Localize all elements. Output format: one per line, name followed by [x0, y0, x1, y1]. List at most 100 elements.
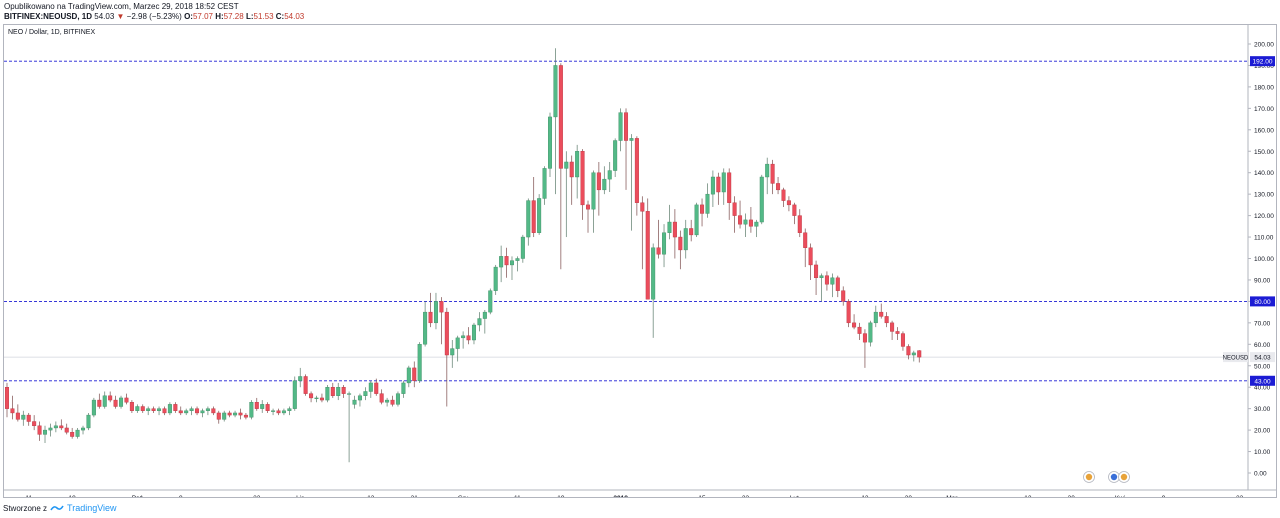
x-tick-label: 11: [514, 495, 521, 497]
candle-body: [705, 193, 710, 214]
candle-body: [634, 138, 639, 203]
candle-body: [917, 350, 922, 358]
candle-body: [694, 204, 699, 236]
close-label: C:: [275, 12, 285, 21]
candle-body: [395, 393, 400, 405]
candle-body: [640, 202, 645, 212]
candle-body: [341, 387, 346, 394]
x-tick-label: 19: [557, 495, 565, 497]
price-chart[interactable]: 0.00 10.00 20.00 30.00 40.00 50.00 60.00 70.00 8…: [4, 25, 1276, 497]
candle-body: [417, 344, 422, 381]
candle-body: [243, 414, 248, 418]
candle-body: [292, 380, 297, 409]
candle-body: [911, 352, 916, 356]
candle-body: [765, 163, 770, 178]
candle-body: [124, 397, 129, 403]
candle-body: [276, 410, 281, 414]
y-tick-label: 20.00: [1254, 428, 1271, 435]
candle-body: [721, 172, 726, 193]
candle-body: [249, 402, 254, 418]
candle-body: [613, 140, 618, 171]
candle-body: [390, 399, 395, 405]
candle-body: [15, 412, 20, 420]
candle-body: [129, 402, 134, 411]
x-tick-label: 9: [179, 495, 183, 497]
candle-body: [835, 277, 840, 291]
candle-body: [444, 311, 449, 356]
candle-body: [195, 408, 200, 414]
x-tick-label: 23: [1236, 495, 1244, 497]
candle-body: [287, 408, 292, 411]
candle-body: [776, 183, 781, 191]
change-arrow-icon: ▼: [116, 12, 125, 21]
candle-body: [852, 322, 857, 328]
chart-frame: [3, 24, 1277, 498]
candle-body: [520, 236, 525, 259]
candle-body: [401, 382, 406, 394]
candle-body: [406, 367, 411, 384]
candle-body: [526, 200, 531, 238]
candle-body: [792, 204, 797, 216]
candle-body: [493, 266, 498, 291]
y-tick-label: 180.00: [1254, 84, 1274, 91]
candle-body: [32, 421, 37, 427]
candle-body: [146, 408, 151, 411]
close-value: 54.03: [284, 12, 305, 21]
candle-body: [651, 247, 656, 300]
high-value: 57.28: [223, 12, 244, 21]
candle-body: [700, 204, 705, 214]
x-tick-label: 19: [69, 495, 77, 497]
high-label: H:: [215, 12, 224, 21]
candle-body: [108, 395, 113, 401]
candle-body: [314, 397, 319, 399]
candle-body: [558, 65, 563, 169]
y-tick-label: 50.00: [1254, 363, 1271, 370]
x-tick-label: 23: [742, 495, 750, 497]
candle-body: [824, 275, 829, 285]
candle-body: [455, 337, 460, 349]
candle-body: [222, 412, 227, 420]
tradingview-brand[interactable]: TradingView: [67, 503, 117, 513]
tradingview-logo-icon: [50, 505, 64, 511]
candle-body: [509, 260, 514, 266]
candle-body: [743, 219, 748, 225]
candle-body: [846, 301, 851, 324]
candle-body: [59, 425, 64, 429]
candle-body: [184, 410, 189, 414]
event-flag-dot-icon: [1085, 473, 1093, 481]
candle-body: [586, 204, 591, 210]
candle-body: [428, 311, 433, 324]
candle-body: [450, 348, 455, 356]
candle-body: [488, 290, 493, 313]
candle-body: [895, 331, 900, 334]
candle-body: [716, 176, 721, 193]
candle-body: [727, 172, 732, 203]
x-tick-label: Gru: [458, 495, 469, 497]
candle-body: [624, 112, 629, 141]
candle-body: [325, 387, 330, 401]
level-label-box: [1250, 56, 1275, 67]
candle-body: [748, 219, 753, 227]
y-tick-label: 160.00: [1254, 127, 1274, 134]
candle-body: [162, 408, 167, 414]
candle-body: [819, 275, 824, 279]
candle-body: [629, 138, 634, 141]
x-tick-label: Lut: [790, 495, 799, 497]
candle-body: [385, 399, 390, 403]
candle-body: [265, 404, 270, 411]
candle-body: [879, 311, 884, 317]
candle-body: [531, 200, 536, 233]
last-price-box: [1250, 352, 1275, 363]
candle-body: [857, 326, 862, 334]
candle-body: [309, 393, 314, 399]
y-tick-label: 110.00: [1254, 235, 1274, 242]
candle-body: [738, 215, 743, 225]
candle-body: [656, 247, 661, 255]
y-tick-label: 140.00: [1254, 170, 1274, 177]
candle-body: [575, 151, 580, 178]
candle-body: [732, 202, 737, 216]
candle-body: [471, 324, 476, 341]
candle-body: [26, 414, 31, 422]
candle-body: [868, 322, 873, 343]
candle-body: [781, 189, 786, 201]
